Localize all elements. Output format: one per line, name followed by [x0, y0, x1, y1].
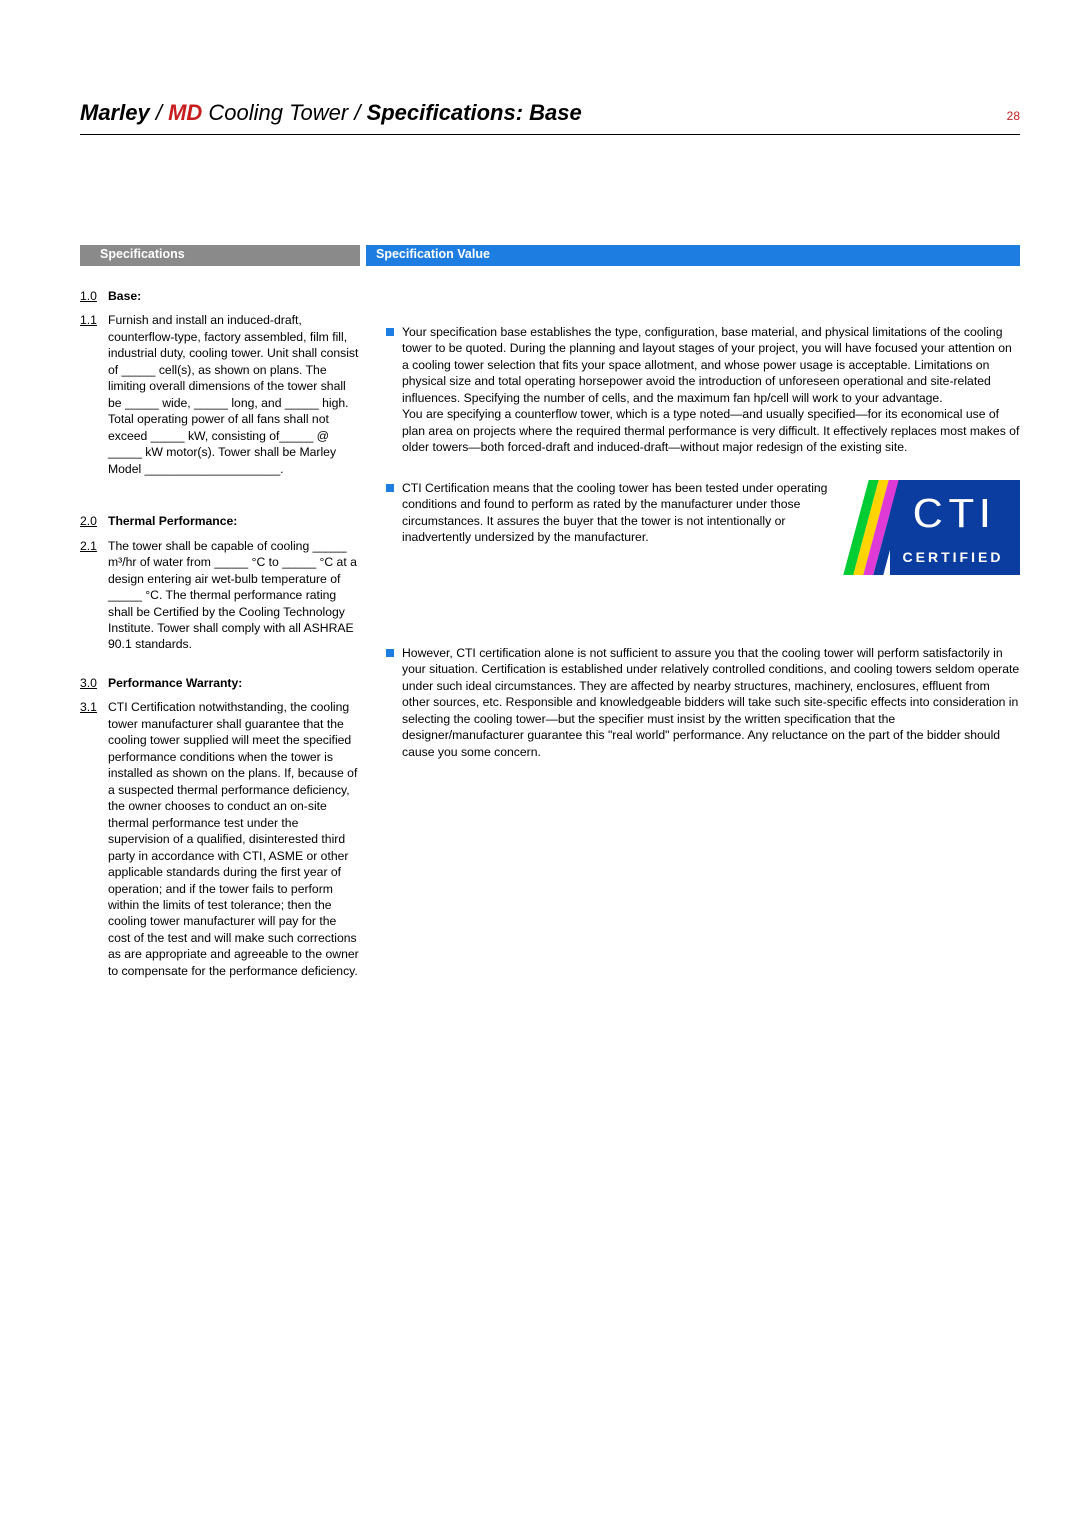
section-head: Performance Warranty: [108, 675, 360, 691]
bullet-icon [386, 484, 394, 492]
left-column-header: Specifications [80, 245, 360, 266]
cti-certified-logo: CTI CERTIFIED [860, 480, 1020, 575]
section-num: 1.0 [80, 288, 108, 304]
column-headers: Specifications Specification Value [80, 245, 1020, 266]
para: Your specification base establishes the … [402, 325, 1012, 405]
cti-logo-text: CTI [895, 484, 1012, 543]
item-body: CTI Certification notwithstanding, the c… [108, 699, 360, 979]
item-body: The tower shall be capable of cooling __… [108, 538, 360, 653]
mid-title: Cooling Tower / [202, 100, 366, 125]
page-title: Marley / MD Cooling Tower / Specificatio… [80, 100, 582, 126]
specification-value-column: Your specification base establishes the … [386, 288, 1020, 1001]
bullet-icon [386, 649, 394, 657]
section-head: Thermal Performance: [108, 513, 360, 529]
section-num: 3.0 [80, 675, 108, 691]
specifications-column: 1.0 Base: 1.1 Furnish and install an ind… [80, 288, 360, 1001]
para: You are specifying a counterflow tower, … [402, 407, 1019, 454]
value-block-1: Your specification base establishes the … [402, 324, 1020, 456]
value-block-2: CTI Certification means that the cooling… [402, 480, 842, 575]
item-num: 2.1 [80, 538, 108, 653]
cti-logo-sub: CERTIFIED [890, 548, 1016, 567]
page-number: 28 [1007, 109, 1020, 123]
page-title-bar: Marley / MD Cooling Tower / Specificatio… [80, 100, 1020, 135]
brand: Marley [80, 100, 150, 125]
item-num: 1.1 [80, 312, 108, 477]
sub-brand: MD [168, 100, 202, 125]
tail-title: Specifications: Base [367, 100, 582, 125]
section-head: Base: [108, 288, 360, 304]
section-num: 2.0 [80, 513, 108, 529]
right-column-header: Specification Value [366, 245, 1020, 266]
value-block-3: However, CTI certification alone is not … [402, 645, 1020, 760]
item-body: Furnish and install an induced-draft, co… [108, 312, 360, 477]
slash: / [150, 100, 168, 125]
bullet-icon [386, 328, 394, 336]
item-num: 3.1 [80, 699, 108, 979]
